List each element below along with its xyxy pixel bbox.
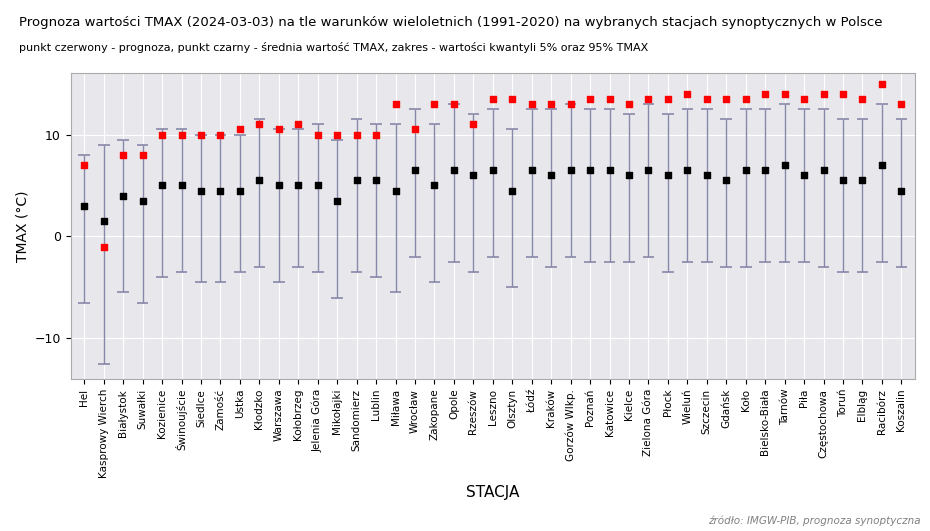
Point xyxy=(660,171,675,179)
Point xyxy=(544,100,559,108)
Point xyxy=(252,176,267,185)
Point xyxy=(835,90,850,98)
Point xyxy=(154,181,169,190)
Point xyxy=(894,186,909,195)
Point xyxy=(797,171,812,179)
Point xyxy=(174,130,189,139)
Y-axis label: TMAX (°C): TMAX (°C) xyxy=(15,191,29,262)
Point xyxy=(446,166,461,175)
Point xyxy=(368,130,383,139)
Point xyxy=(388,186,403,195)
Point xyxy=(466,171,481,179)
Point xyxy=(564,100,578,108)
Point xyxy=(855,176,870,185)
Point xyxy=(330,130,345,139)
Point xyxy=(252,120,267,129)
Point xyxy=(621,171,636,179)
Point xyxy=(758,166,773,175)
Point xyxy=(427,181,442,190)
Point xyxy=(602,95,617,103)
Point xyxy=(407,166,422,175)
Point xyxy=(699,95,714,103)
Point xyxy=(407,125,422,134)
Point xyxy=(777,90,792,98)
Point xyxy=(272,125,286,134)
X-axis label: STACJA: STACJA xyxy=(466,485,520,500)
Point xyxy=(311,181,325,190)
Point xyxy=(174,181,189,190)
Point xyxy=(427,100,442,108)
Point xyxy=(466,120,481,129)
Point xyxy=(583,95,598,103)
Text: punkt czerwony - prognoza, punkt czarny - średnia wartość TMAX, zakres - wartośc: punkt czerwony - prognoza, punkt czarny … xyxy=(19,42,648,54)
Point xyxy=(583,166,598,175)
Point xyxy=(77,202,92,210)
Point xyxy=(485,166,500,175)
Point xyxy=(154,130,169,139)
Point xyxy=(388,100,403,108)
Point xyxy=(719,176,734,185)
Point xyxy=(505,186,520,195)
Point xyxy=(894,100,909,108)
Text: Prognoza wartości TMAX (2024-03-03) na tle warunków wieloletnich (1991-2020) na : Prognoza wartości TMAX (2024-03-03) na t… xyxy=(19,16,882,29)
Point xyxy=(738,166,753,175)
Point xyxy=(874,79,889,88)
Point xyxy=(680,90,695,98)
Point xyxy=(97,217,112,225)
Point xyxy=(777,161,792,169)
Point xyxy=(797,95,812,103)
Point xyxy=(758,90,773,98)
Point xyxy=(232,186,247,195)
Point xyxy=(97,242,112,251)
Point xyxy=(525,100,539,108)
Point xyxy=(817,166,831,175)
Point xyxy=(291,181,306,190)
Text: źródło: IMGW-PIB, prognoza synoptyczna: źródło: IMGW-PIB, prognoza synoptyczna xyxy=(708,515,921,526)
Point xyxy=(564,166,578,175)
Point xyxy=(349,130,364,139)
Point xyxy=(602,166,617,175)
Point xyxy=(446,100,461,108)
Point xyxy=(835,176,850,185)
Point xyxy=(77,161,92,169)
Point xyxy=(544,171,559,179)
Point xyxy=(641,166,656,175)
Point xyxy=(213,186,228,195)
Point xyxy=(485,95,500,103)
Point xyxy=(193,130,208,139)
Point xyxy=(660,95,675,103)
Point xyxy=(505,95,520,103)
Point xyxy=(680,166,695,175)
Point xyxy=(368,176,383,185)
Point xyxy=(135,196,150,205)
Point xyxy=(738,95,753,103)
Point xyxy=(874,161,889,169)
Point xyxy=(213,130,228,139)
Point xyxy=(719,95,734,103)
Point xyxy=(641,95,656,103)
Point xyxy=(621,100,636,108)
Point xyxy=(311,130,325,139)
Point xyxy=(699,171,714,179)
Point xyxy=(272,181,286,190)
Point xyxy=(817,90,831,98)
Point xyxy=(115,151,130,159)
Point xyxy=(525,166,539,175)
Point xyxy=(232,125,247,134)
Point xyxy=(115,191,130,200)
Point xyxy=(855,95,870,103)
Point xyxy=(349,176,364,185)
Point xyxy=(291,120,306,129)
Point xyxy=(135,151,150,159)
Point xyxy=(330,196,345,205)
Point xyxy=(193,186,208,195)
